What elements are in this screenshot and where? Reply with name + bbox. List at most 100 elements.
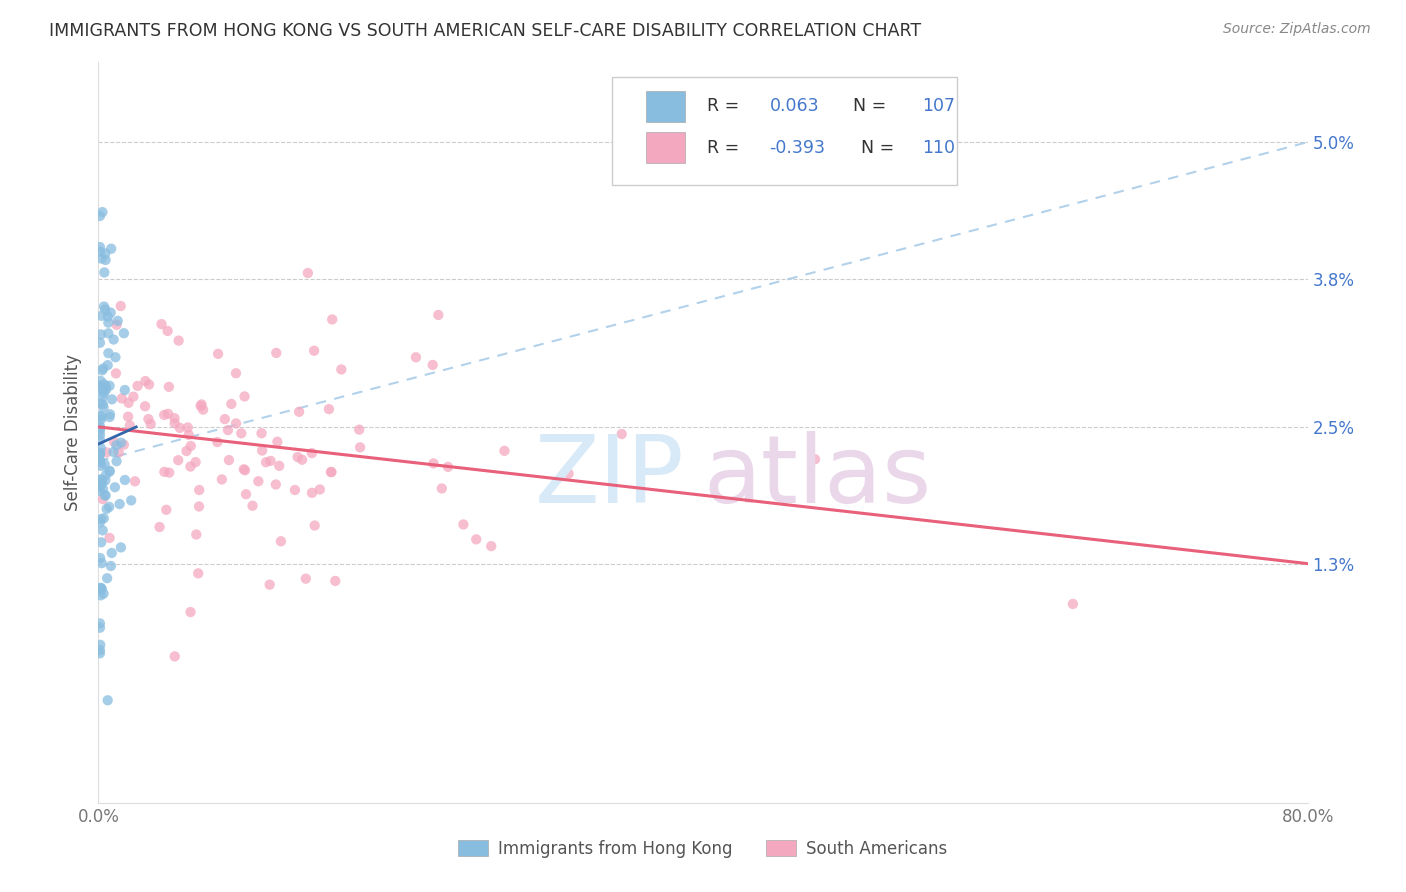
Legend: Immigrants from Hong Kong, South Americans: Immigrants from Hong Kong, South America… bbox=[451, 833, 955, 865]
Point bbox=[89, 424, 111, 438]
Point bbox=[89, 447, 111, 461]
Point bbox=[100, 546, 122, 560]
Point bbox=[90, 581, 112, 595]
Point bbox=[302, 343, 325, 358]
Point bbox=[89, 454, 111, 468]
Point bbox=[117, 396, 139, 410]
Point bbox=[97, 358, 120, 372]
Point bbox=[96, 571, 118, 585]
Point bbox=[97, 693, 120, 707]
Point bbox=[266, 434, 288, 449]
Point bbox=[186, 527, 208, 541]
Point bbox=[804, 452, 827, 467]
Point bbox=[264, 477, 287, 491]
Text: N =: N = bbox=[862, 139, 900, 157]
Point bbox=[188, 483, 211, 497]
Point bbox=[250, 443, 273, 458]
Point bbox=[90, 477, 112, 491]
Point bbox=[218, 453, 240, 467]
Point bbox=[169, 421, 191, 435]
Point bbox=[437, 459, 460, 474]
Point bbox=[270, 534, 292, 549]
Point bbox=[254, 455, 277, 469]
Point bbox=[318, 402, 340, 417]
Point bbox=[176, 444, 198, 458]
Text: 107: 107 bbox=[922, 97, 955, 115]
Point bbox=[98, 407, 121, 421]
Point bbox=[97, 310, 120, 324]
Point bbox=[217, 423, 239, 437]
Point bbox=[89, 516, 111, 530]
Point bbox=[214, 412, 236, 426]
Point bbox=[247, 475, 270, 489]
Point bbox=[94, 246, 117, 260]
Point bbox=[304, 518, 326, 533]
Point bbox=[105, 318, 128, 332]
Point bbox=[231, 426, 253, 441]
Point bbox=[90, 412, 112, 426]
Point bbox=[323, 574, 346, 588]
Point bbox=[479, 539, 502, 553]
Point bbox=[494, 443, 516, 458]
Bar bbox=[647, 91, 685, 121]
Point bbox=[94, 474, 117, 488]
Point bbox=[153, 408, 176, 422]
Text: ZIP: ZIP bbox=[536, 431, 685, 523]
Point bbox=[179, 459, 201, 474]
Point bbox=[104, 480, 127, 494]
Point bbox=[287, 450, 309, 464]
Point bbox=[89, 244, 111, 259]
Point bbox=[91, 397, 114, 411]
Point bbox=[207, 435, 229, 450]
Point bbox=[321, 465, 343, 479]
Point bbox=[91, 524, 114, 538]
Point bbox=[150, 317, 173, 331]
Point bbox=[89, 616, 111, 631]
Point bbox=[134, 374, 156, 388]
Point bbox=[94, 379, 117, 393]
Point bbox=[120, 493, 142, 508]
Point bbox=[89, 483, 111, 498]
Point bbox=[108, 497, 131, 511]
Point bbox=[90, 458, 112, 473]
Point bbox=[190, 397, 212, 411]
Point bbox=[110, 435, 132, 450]
Point bbox=[114, 473, 136, 487]
Point bbox=[349, 441, 371, 455]
Point bbox=[89, 643, 111, 657]
Text: -0.393: -0.393 bbox=[769, 139, 825, 157]
Point bbox=[148, 520, 170, 534]
Point bbox=[93, 300, 115, 314]
Point bbox=[89, 209, 111, 223]
Point bbox=[163, 417, 186, 431]
Point bbox=[103, 333, 125, 347]
Point bbox=[93, 586, 115, 600]
Point bbox=[156, 324, 179, 338]
Point bbox=[90, 556, 112, 570]
Point bbox=[225, 417, 247, 431]
Point bbox=[232, 462, 254, 476]
Point bbox=[167, 334, 190, 348]
Point bbox=[157, 407, 180, 421]
Text: atlas: atlas bbox=[703, 431, 931, 523]
Point bbox=[112, 326, 135, 341]
Point bbox=[105, 438, 128, 452]
Y-axis label: Self-Care Disability: Self-Care Disability bbox=[65, 354, 83, 511]
Point bbox=[301, 486, 323, 500]
Point bbox=[167, 453, 190, 467]
Point bbox=[89, 382, 111, 396]
Point bbox=[295, 572, 318, 586]
Point bbox=[98, 410, 121, 425]
Point bbox=[122, 390, 145, 404]
Point bbox=[89, 479, 111, 493]
Point bbox=[124, 475, 146, 489]
Point bbox=[93, 401, 115, 415]
Point bbox=[90, 327, 112, 342]
Text: R =: R = bbox=[707, 97, 744, 115]
Point bbox=[90, 374, 112, 388]
Point bbox=[97, 316, 120, 330]
Point bbox=[93, 384, 115, 398]
Point bbox=[207, 347, 229, 361]
Text: Source: ZipAtlas.com: Source: ZipAtlas.com bbox=[1223, 22, 1371, 37]
Point bbox=[98, 464, 121, 478]
